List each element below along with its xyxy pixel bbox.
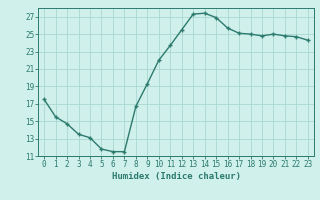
- X-axis label: Humidex (Indice chaleur): Humidex (Indice chaleur): [111, 172, 241, 181]
